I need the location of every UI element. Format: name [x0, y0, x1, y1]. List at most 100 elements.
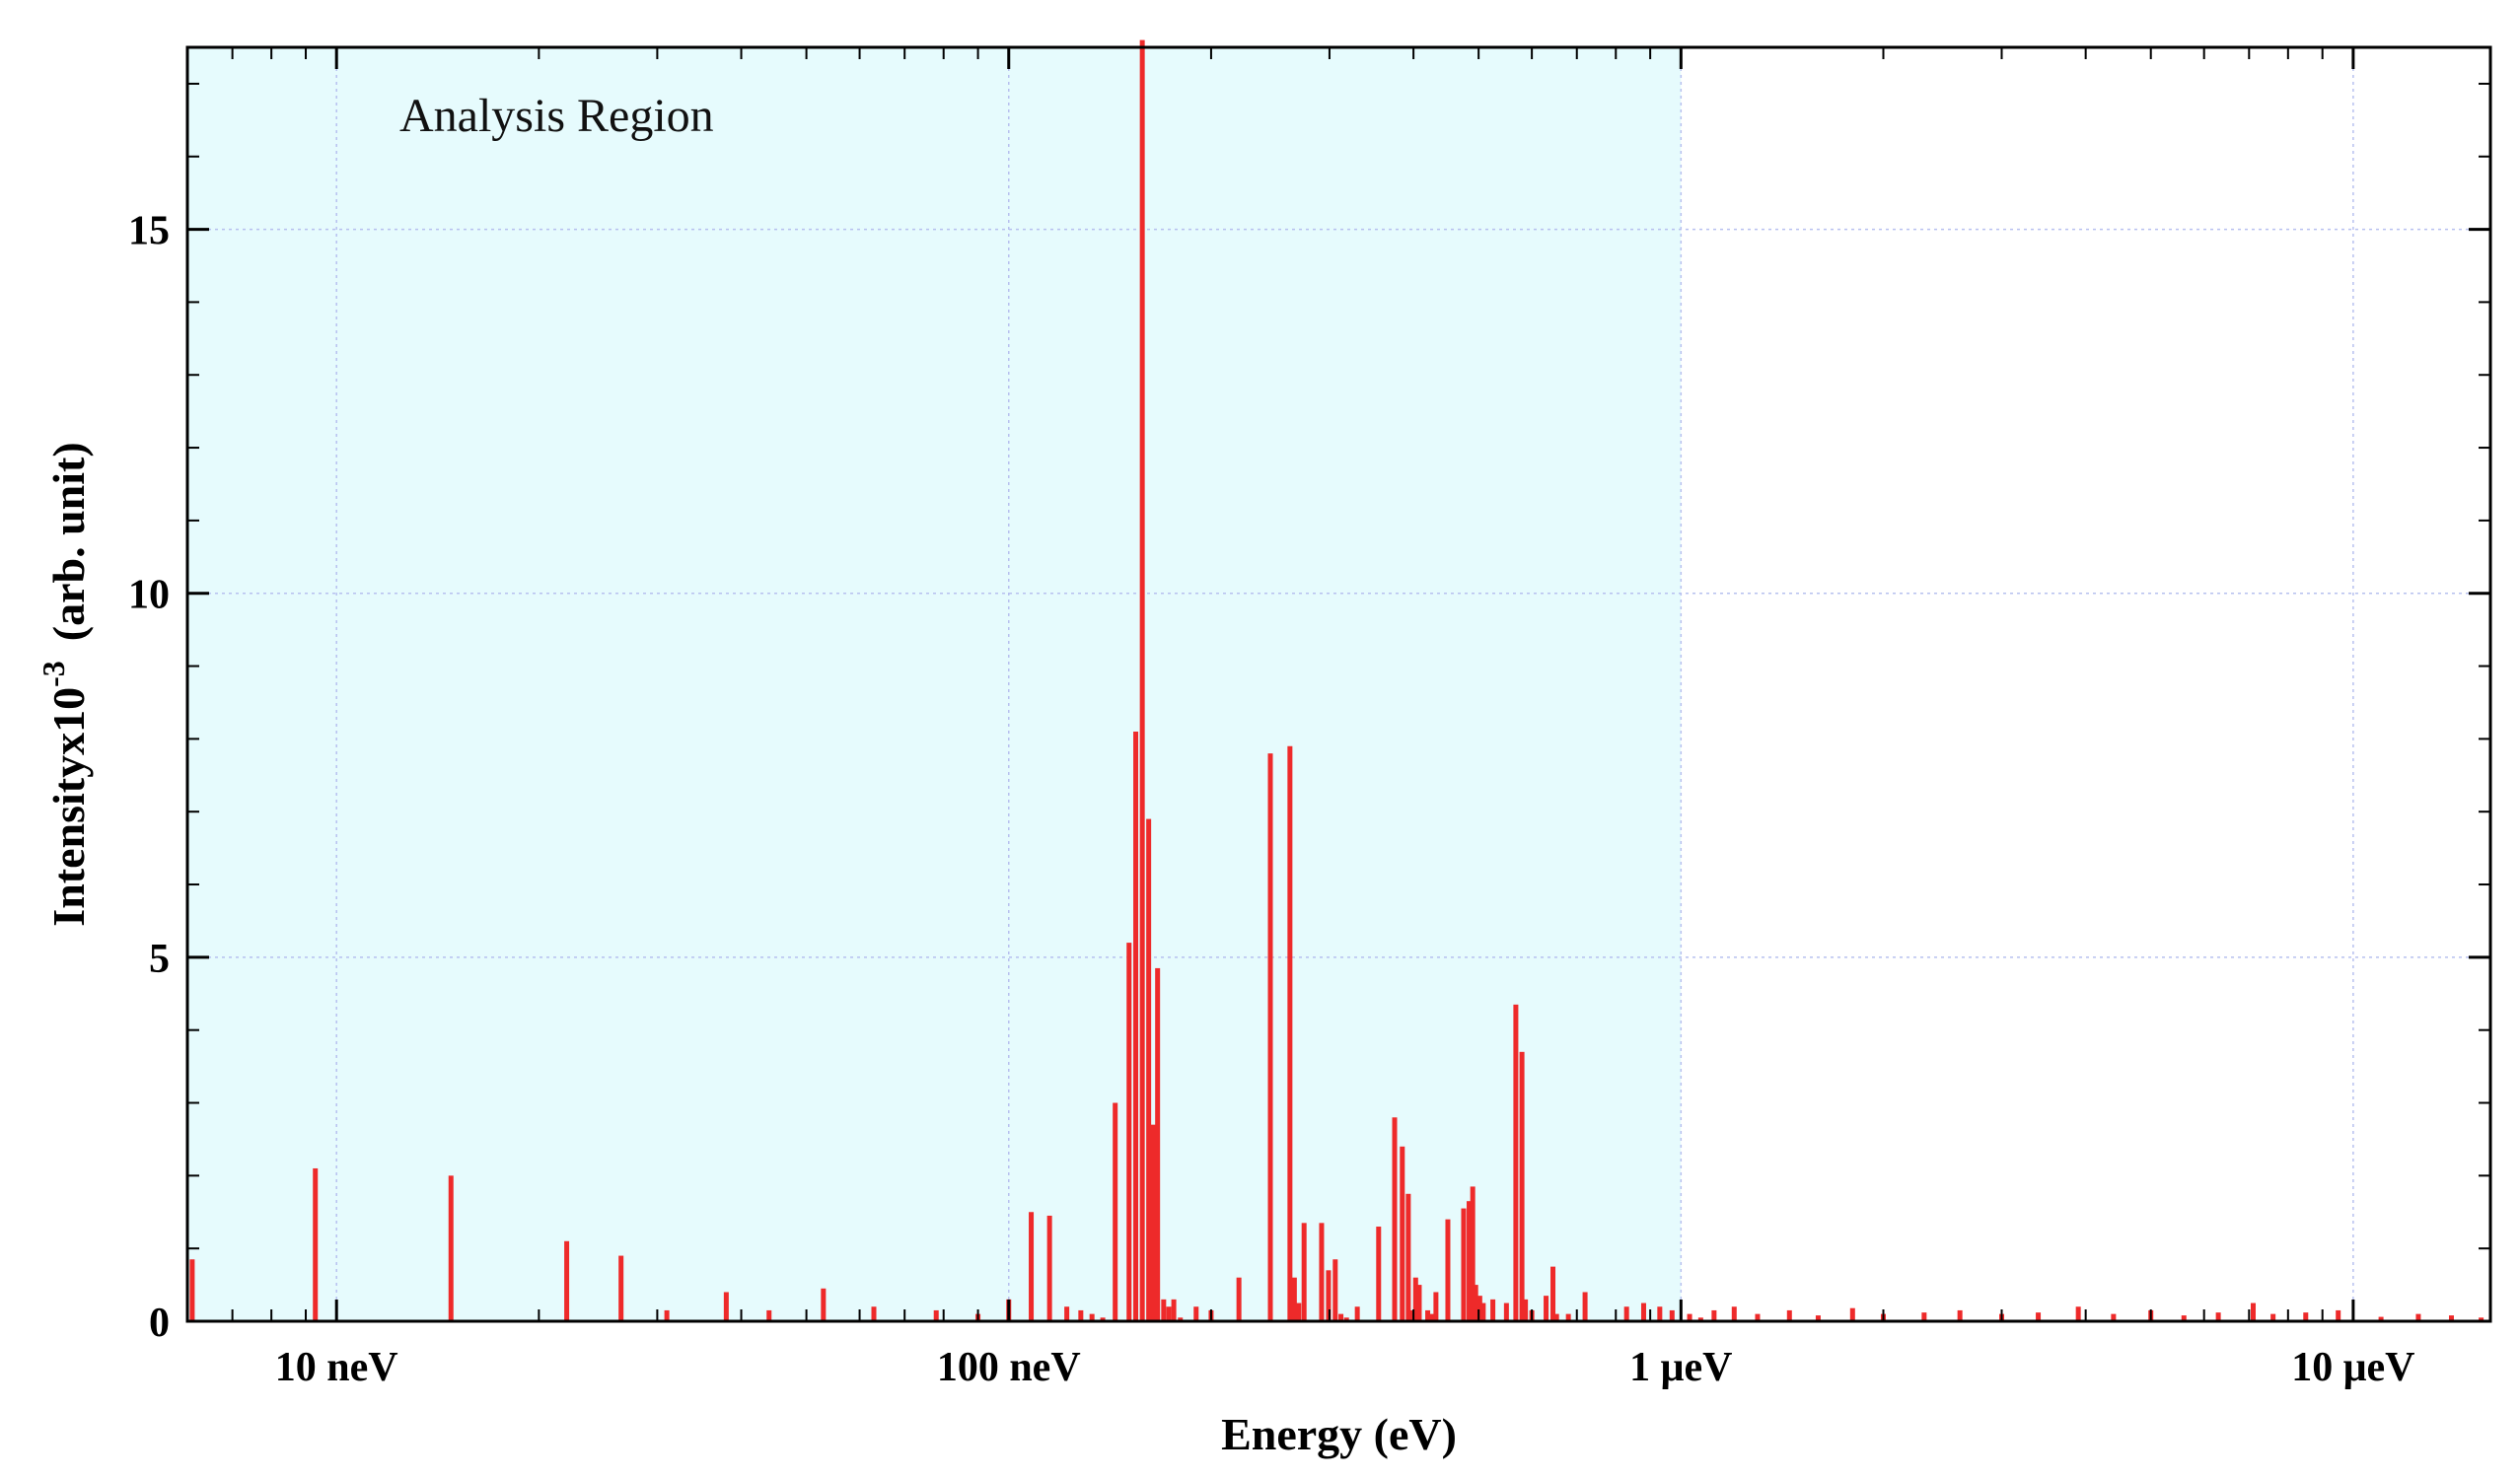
data-bar [1433, 1292, 1439, 1321]
data-bar [313, 1167, 319, 1321]
y-axis-title-exponent: -3 [36, 661, 71, 687]
data-bar [1513, 1004, 1519, 1321]
data-bar [664, 1309, 670, 1321]
data-bar [1731, 1306, 1737, 1321]
data-bar [766, 1309, 772, 1321]
data-bar [2415, 1313, 2421, 1321]
x-tick-label: 10 μeV [2291, 1345, 2414, 1390]
data-bar [1291, 1277, 1297, 1321]
data-bar [1640, 1303, 1646, 1321]
data-bar [618, 1255, 624, 1321]
data-bar [1113, 1102, 1118, 1321]
data-bar [1544, 1296, 1549, 1321]
data-bar [1155, 967, 1161, 1321]
data-bar [1550, 1266, 1556, 1321]
data-bar [1178, 1317, 1184, 1321]
data-bar [1354, 1306, 1360, 1321]
data-bar [1553, 1313, 1559, 1321]
data-bar [821, 1288, 827, 1321]
data-bar [1849, 1307, 1855, 1321]
data-bar [1078, 1309, 1084, 1321]
data-bar [1161, 1299, 1167, 1321]
data-bar [2036, 1312, 2042, 1321]
data-bar [1669, 1309, 1675, 1321]
data-bar [1461, 1208, 1467, 1321]
grid-lines [187, 47, 2490, 1321]
data-bar [564, 1240, 570, 1321]
bar-series [189, 39, 2484, 1321]
data-bar [1429, 1313, 1435, 1321]
data-bar [1133, 731, 1139, 1321]
data-bar [1326, 1270, 1332, 1321]
y-axis-title: Intensityx10-3 (arb. unit) [36, 442, 94, 926]
x-axis-title: Energy (eV) [1221, 1409, 1457, 1459]
x-tick-label: 10 neV [275, 1345, 398, 1390]
data-bar [1480, 1303, 1486, 1321]
data-bar [2479, 1317, 2484, 1321]
data-bar [1957, 1309, 1963, 1321]
data-bar [1657, 1306, 1663, 1321]
data-bar [1786, 1309, 1792, 1321]
data-bar [1467, 1201, 1473, 1321]
y-axis-title-main: Intensityx10 [43, 687, 94, 927]
y-axis-title-unit: (arb. unit) [43, 442, 94, 641]
data-bar [2111, 1313, 2117, 1321]
data-bar [1126, 943, 1132, 1321]
data-bar [1711, 1309, 1717, 1321]
data-bar [1236, 1277, 1242, 1321]
x-tick-label: 100 neV [937, 1345, 1081, 1390]
data-bar [2215, 1312, 2221, 1321]
y-tick-label: 15 [128, 209, 170, 254]
data-bar [1815, 1315, 1821, 1321]
data-bar [2303, 1312, 2309, 1321]
data-bar [871, 1306, 877, 1321]
analysis-region-label: Analysis Region [399, 90, 714, 142]
data-bar [1473, 1285, 1478, 1321]
data-bar [1476, 1296, 1482, 1321]
data-bar [933, 1309, 939, 1321]
data-bar [723, 1292, 729, 1321]
data-bar [1338, 1313, 1344, 1321]
data-bar [1470, 1186, 1476, 1321]
data-bar [1319, 1223, 1325, 1321]
data-bar [1523, 1299, 1529, 1321]
data-bar [1139, 39, 1145, 1321]
y-tick-label: 0 [149, 1301, 170, 1346]
data-bar [1332, 1259, 1338, 1321]
data-bar [1287, 745, 1293, 1321]
data-bar [1064, 1306, 1070, 1321]
data-bar [2448, 1315, 2454, 1321]
axis-ticks: 10 neV 100 neV 1 μeV 10 μeV 0 5 10 15 [128, 47, 2490, 1390]
data-bar [1150, 1124, 1156, 1321]
data-bar [1755, 1313, 1761, 1321]
data-bar [1193, 1306, 1199, 1321]
data-bar [2251, 1303, 2257, 1321]
data-bar [1296, 1303, 1302, 1321]
data-bar [1343, 1317, 1349, 1321]
data-bar [2181, 1315, 2187, 1321]
data-bar [1565, 1313, 1571, 1321]
data-bar [448, 1175, 454, 1321]
x-tick-label: 1 μeV [1629, 1345, 1732, 1390]
data-bar [1301, 1223, 1307, 1321]
data-bar [1921, 1312, 1927, 1321]
data-bar [1445, 1219, 1451, 1321]
data-bar [1409, 1309, 1415, 1321]
data-bar [1392, 1117, 1398, 1321]
analysis-region [187, 47, 1682, 1321]
data-bar [1697, 1317, 1703, 1321]
data-bar [1582, 1292, 1588, 1321]
data-bar [1490, 1299, 1496, 1321]
data-bar [1519, 1051, 1525, 1321]
data-bar [2270, 1313, 2276, 1321]
data-bar [1146, 818, 1152, 1321]
data-bar [1400, 1146, 1405, 1321]
data-bar [1029, 1212, 1035, 1321]
data-bar [2336, 1309, 2341, 1321]
data-bar [1166, 1306, 1172, 1321]
data-bar [1376, 1227, 1382, 1321]
data-bar [1046, 1215, 1052, 1321]
data-bar [1412, 1277, 1418, 1321]
data-bar [1503, 1303, 1509, 1321]
